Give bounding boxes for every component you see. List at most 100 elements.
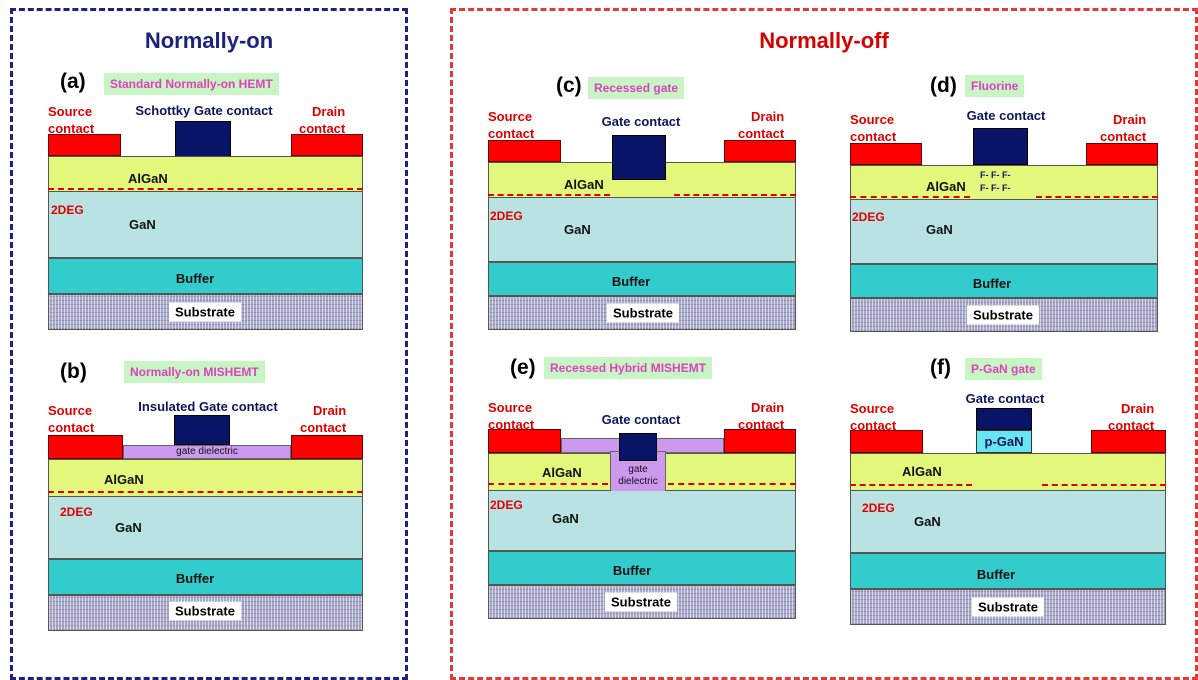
2deg-label: 2DEG [490,209,523,223]
source-contact-label: Source contact [850,401,897,433]
algan-label: AlGaN [104,472,144,487]
buffer-layer [48,559,363,595]
source-contact-label: Source contact [48,403,95,435]
insulated-gate [174,415,230,445]
gate-contact-label: Gate contact [601,412,681,427]
source-contact-label: Source contact [488,109,535,141]
fluorine-ions: F- F- F- [980,183,1011,193]
panel-title: Recessed Hybrid MISHEMT [544,357,713,379]
buffer-label: Buffer [976,567,1016,582]
buffer-label: Buffer [612,563,652,578]
gan-layer [488,491,796,551]
buffer-layer [850,553,1166,589]
gan-layer [48,497,363,559]
recessed-gate [612,135,666,180]
gan-layer [850,491,1166,553]
2deg-label: 2DEG [60,505,93,519]
2deg-line [1042,484,1166,486]
schottky-gate [175,121,231,157]
gate-contact [973,128,1028,165]
drain-contact-label: Drain contact [738,109,785,141]
gate-dielectric-label: gate dielectric [176,446,238,457]
2deg-line [48,491,363,493]
normally-off-heading: Normally-off [759,28,889,53]
drain-contact-label: Drain contact [299,104,346,136]
gate-dielectric-label: gate dielectric [618,464,658,487]
2deg-line [48,188,363,190]
2deg-line [488,194,610,196]
drain-contact-label: Drain contact [1100,112,1147,144]
panel-d: (d) Fluorine Source contact Gate contact… [820,72,1180,332]
2deg-line [850,196,970,198]
gate-contact-label: Gate contact [601,114,681,129]
source-contact [850,143,922,165]
panel-label: (f) [930,356,951,379]
gate-dielectric [123,445,291,459]
source-contact [488,429,561,453]
drain-contact [1091,430,1166,453]
drain-contact [1086,143,1158,165]
fluorine-ions: F- F- F- [980,170,1011,180]
normally-on-heading: Normally-on [144,28,274,53]
source-contact [48,435,123,459]
algan-layer [48,156,363,192]
buffer-label: Buffer [611,274,651,289]
gan-label: GaN [115,520,142,535]
panel-title: Standard Normally-on HEMT [104,73,279,95]
source-contact [488,140,561,162]
substrate-layer [48,595,363,631]
recessed-gate [619,433,657,461]
2deg-label: 2DEG [852,210,885,224]
gan-label: GaN [552,511,579,526]
panel-label: (c) [556,74,582,97]
2deg-line [674,194,796,196]
panel-title: Normally-on MISHEMT [124,361,265,383]
buffer-layer [488,551,796,585]
substrate-layer [850,298,1158,332]
source-contact [850,430,923,453]
gate-contact [976,408,1032,430]
gan-label: GaN [564,222,591,237]
substrate-label: Substrate [967,305,1039,325]
panel-title: Recessed gate [588,77,685,99]
gan-label: GaN [129,217,156,232]
buffer-layer [488,262,796,296]
source-contact [48,134,121,156]
panel-label: (a) [60,70,86,93]
algan-layer [850,165,1158,200]
2deg-line [668,483,796,485]
gate-contact-label: Gate contact [966,108,1046,123]
algan-layer [48,459,363,497]
panel-title: P-GaN gate [965,358,1042,380]
panel-c: (c) Recessed gate Source contact Gate co… [458,72,818,332]
substrate-layer [488,585,796,619]
algan-label: AlGaN [902,464,942,479]
p-gan-layer: p-GaN [976,430,1032,453]
substrate-label: Substrate [607,303,679,323]
panel-label: (d) [930,74,957,97]
source-contact-label: Source contact [48,104,95,136]
substrate-label: Substrate [972,597,1044,617]
2deg-line [1036,196,1158,198]
gan-label: GaN [926,222,953,237]
gan-layer [48,192,363,258]
buffer-layer [48,258,363,294]
algan-label: AlGaN [926,179,966,194]
algan-label: AlGaN [128,171,168,186]
substrate-label: Substrate [169,601,241,621]
panel-title: Fluorine [965,75,1025,97]
gan-layer [488,198,796,262]
gate-contact-label: Gate contact [965,391,1045,406]
buffer-layer [850,264,1158,298]
panel-e: (e) Recessed Hybrid MISHEMT Source conta… [458,354,818,619]
panel-label: (b) [60,360,87,383]
2deg-line [850,484,972,486]
drain-contact-label: Drain contact [300,403,347,435]
algan-label: AlGaN [564,177,604,192]
gate-contact-label: Schottky Gate contact [135,103,273,118]
2deg-label: 2DEG [490,498,523,512]
panel-a: (a) Standard Normally-on HEMT Source con… [18,68,378,330]
2deg-label: 2DEG [51,203,84,217]
gate-contact-label: Insulated Gate contact [138,399,278,414]
2deg-label: 2DEG [862,501,895,515]
